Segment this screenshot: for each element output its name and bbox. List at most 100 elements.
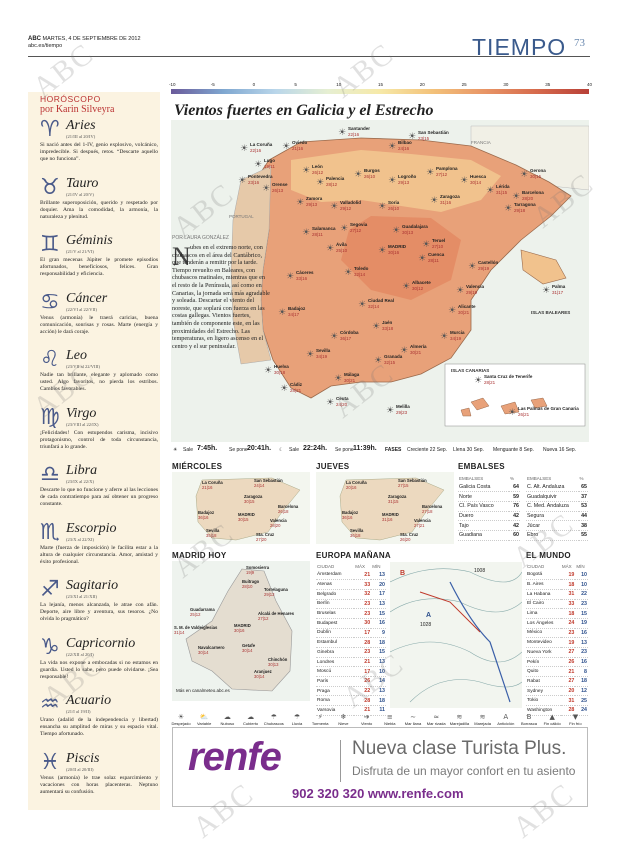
legend-label: Marejada — [474, 721, 491, 726]
madrid-city-name: Somosierra — [246, 565, 270, 570]
city-name: Cuenca — [428, 252, 445, 257]
city-name: MADRID — [388, 244, 406, 249]
weather-sun-icon: ☀ — [254, 160, 263, 170]
madrid-city-temps: 19|9 — [246, 570, 255, 575]
reservoir-name: Segura — [526, 511, 579, 522]
europe-city: Ámsterdam — [316, 570, 355, 581]
city-temps: 30|12 — [412, 286, 424, 291]
world-min: 19 — [575, 618, 588, 629]
sign-text: Si nació antes del 1-IV, genio explosivo… — [40, 142, 158, 162]
city-name: Cádiz — [290, 382, 303, 387]
wednesday-city-name: Barcelona — [278, 504, 299, 509]
page-number: 73 — [574, 37, 585, 49]
city-temps: 31|17 — [552, 290, 564, 295]
sun-moon-strip: ☀ Sale 7:45h. Se pone 20:41h. ☾ Sale 22:… — [171, 445, 589, 456]
pressure-1008: 1008 — [474, 568, 486, 574]
legend-item-5: ☂ Lluvia — [287, 713, 307, 727]
city-name: Toledo — [354, 266, 369, 271]
city-temps: 22|16 — [250, 148, 262, 153]
acuario-zodiac-icon: ♒ — [40, 692, 60, 717]
city-temps: 29|18 — [514, 208, 526, 213]
madrid-city-temps: 30|16 — [234, 628, 245, 633]
madrid-city-temps: 30|14 — [254, 674, 265, 679]
world-city: Lima — [526, 608, 561, 619]
sign-text: Venus (armonía) le traerá caricias, buen… — [40, 314, 158, 335]
city-temps: 27|12 — [350, 228, 362, 233]
weather-sun-icon: ☀ — [504, 204, 513, 214]
reservoir-row: Norte 59 — [458, 491, 520, 502]
legend-icon: ☂ — [293, 713, 301, 721]
legend-label: Tormenta — [311, 721, 329, 726]
thursday-city-temps: 27|18 — [422, 509, 433, 514]
europe-max: 23 — [354, 599, 372, 610]
city-temps: 32|14 — [354, 272, 366, 277]
world-min: 10 — [575, 579, 588, 590]
city-temps: 28|11 — [312, 232, 323, 237]
world-max: 19 — [560, 570, 576, 581]
city-temps: 29|13 — [398, 180, 410, 185]
thursday-city-temps: 27|15 — [398, 483, 409, 488]
world-min: 18 — [575, 676, 588, 687]
wednesday-city-temps: 24|14 — [254, 483, 265, 488]
ad-contact[interactable]: 902 320 320 www.renfe.com — [292, 786, 464, 801]
weather-sun-icon: ☀ — [340, 224, 349, 234]
horoscope-sign-tauro: ♉ Tauro (21/IV al 20/V) Brillante superopos… — [40, 175, 158, 232]
reservoir-pct: 65 — [578, 482, 588, 493]
legend-label: Lluvia — [291, 721, 303, 726]
legend-icon: ≡ — [386, 713, 393, 721]
madrid-city-name: Navalcarnero — [198, 645, 225, 650]
europe-max: 17 — [354, 666, 372, 678]
thursday-city-name: Barcelona — [422, 504, 443, 509]
thursday-city-temps: 20|16 — [346, 485, 357, 490]
world-row: México 23 16 — [526, 628, 588, 639]
world-min: 13 — [575, 637, 588, 648]
reservoirs-col-pct-2: % — [579, 475, 584, 481]
city-name: Gerona — [530, 168, 546, 173]
madrid-city-temps: 30|13 — [268, 662, 279, 667]
legend-icon: ≈ — [433, 713, 440, 721]
abc-watermark: ABC — [326, 36, 401, 105]
weather-sun-icon: ☀ — [326, 398, 335, 408]
label-canarias: ISLAS CANARIAS — [451, 368, 490, 373]
weather-sun-icon: ☀ — [378, 202, 387, 212]
europe-row: Estambul 28 18 — [316, 637, 386, 648]
city-temps: 29|12 — [340, 206, 352, 211]
weather-sun-icon: ☀ — [474, 376, 483, 386]
weather-sun-icon: ☀ — [358, 300, 367, 310]
reservoir-row: Duero 42 — [458, 511, 520, 522]
thursday-city-temps: 36|16 — [342, 515, 353, 520]
weather-sun-icon: ☀ — [408, 132, 417, 142]
europe-row: París 26 14 — [316, 676, 386, 687]
weather-sun-icon: ☀ — [374, 356, 383, 366]
europe-max: 23 — [354, 608, 372, 619]
weather-sun-icon: ☀ — [306, 350, 315, 360]
reservoir-name: Norte — [458, 491, 509, 502]
weather-sun-icon: ☀ — [338, 128, 347, 138]
city-temps: 25|10 — [336, 248, 348, 253]
world-col-max: MÁX — [561, 563, 572, 569]
legend-label: Nuboso — [220, 721, 235, 726]
city-temps: 34|19 — [316, 354, 328, 359]
city-temps: 30|21 — [458, 310, 470, 315]
weather-sun-icon: ☀ — [334, 374, 343, 384]
city-temps: 33|18 — [382, 326, 394, 331]
renfe-ad[interactable] — [172, 727, 588, 807]
sign-name: Aries — [66, 118, 96, 133]
weather-sun-icon: ☀ — [456, 286, 465, 296]
europe-min: 15 — [371, 608, 386, 619]
sign-name: Sagitario — [66, 578, 119, 593]
europe-row: Belgrado 32 17 — [316, 589, 386, 600]
temperature-scale: -10 -5 0 5 10 15 20 25 30 35 40 — [169, 82, 592, 94]
world-min: 23 — [575, 599, 588, 610]
thursday-city-name: Zaragoza — [388, 494, 407, 499]
madrid-city-name: Alcalá de Henares — [258, 611, 295, 616]
thursday-city-name: MADRID — [382, 512, 399, 517]
europe-min: 18 — [371, 695, 386, 707]
reservoirs-col-name: EMBALSES — [459, 475, 484, 481]
city-name: Huesca — [470, 174, 487, 179]
legend-item-6: ⚡ Tormenta — [310, 714, 330, 727]
reservoir-pct: 44 — [578, 511, 588, 522]
reservoir-pct: 60 — [508, 530, 520, 541]
city-name: Segovia — [350, 222, 368, 227]
world-max: 24 — [560, 618, 576, 629]
